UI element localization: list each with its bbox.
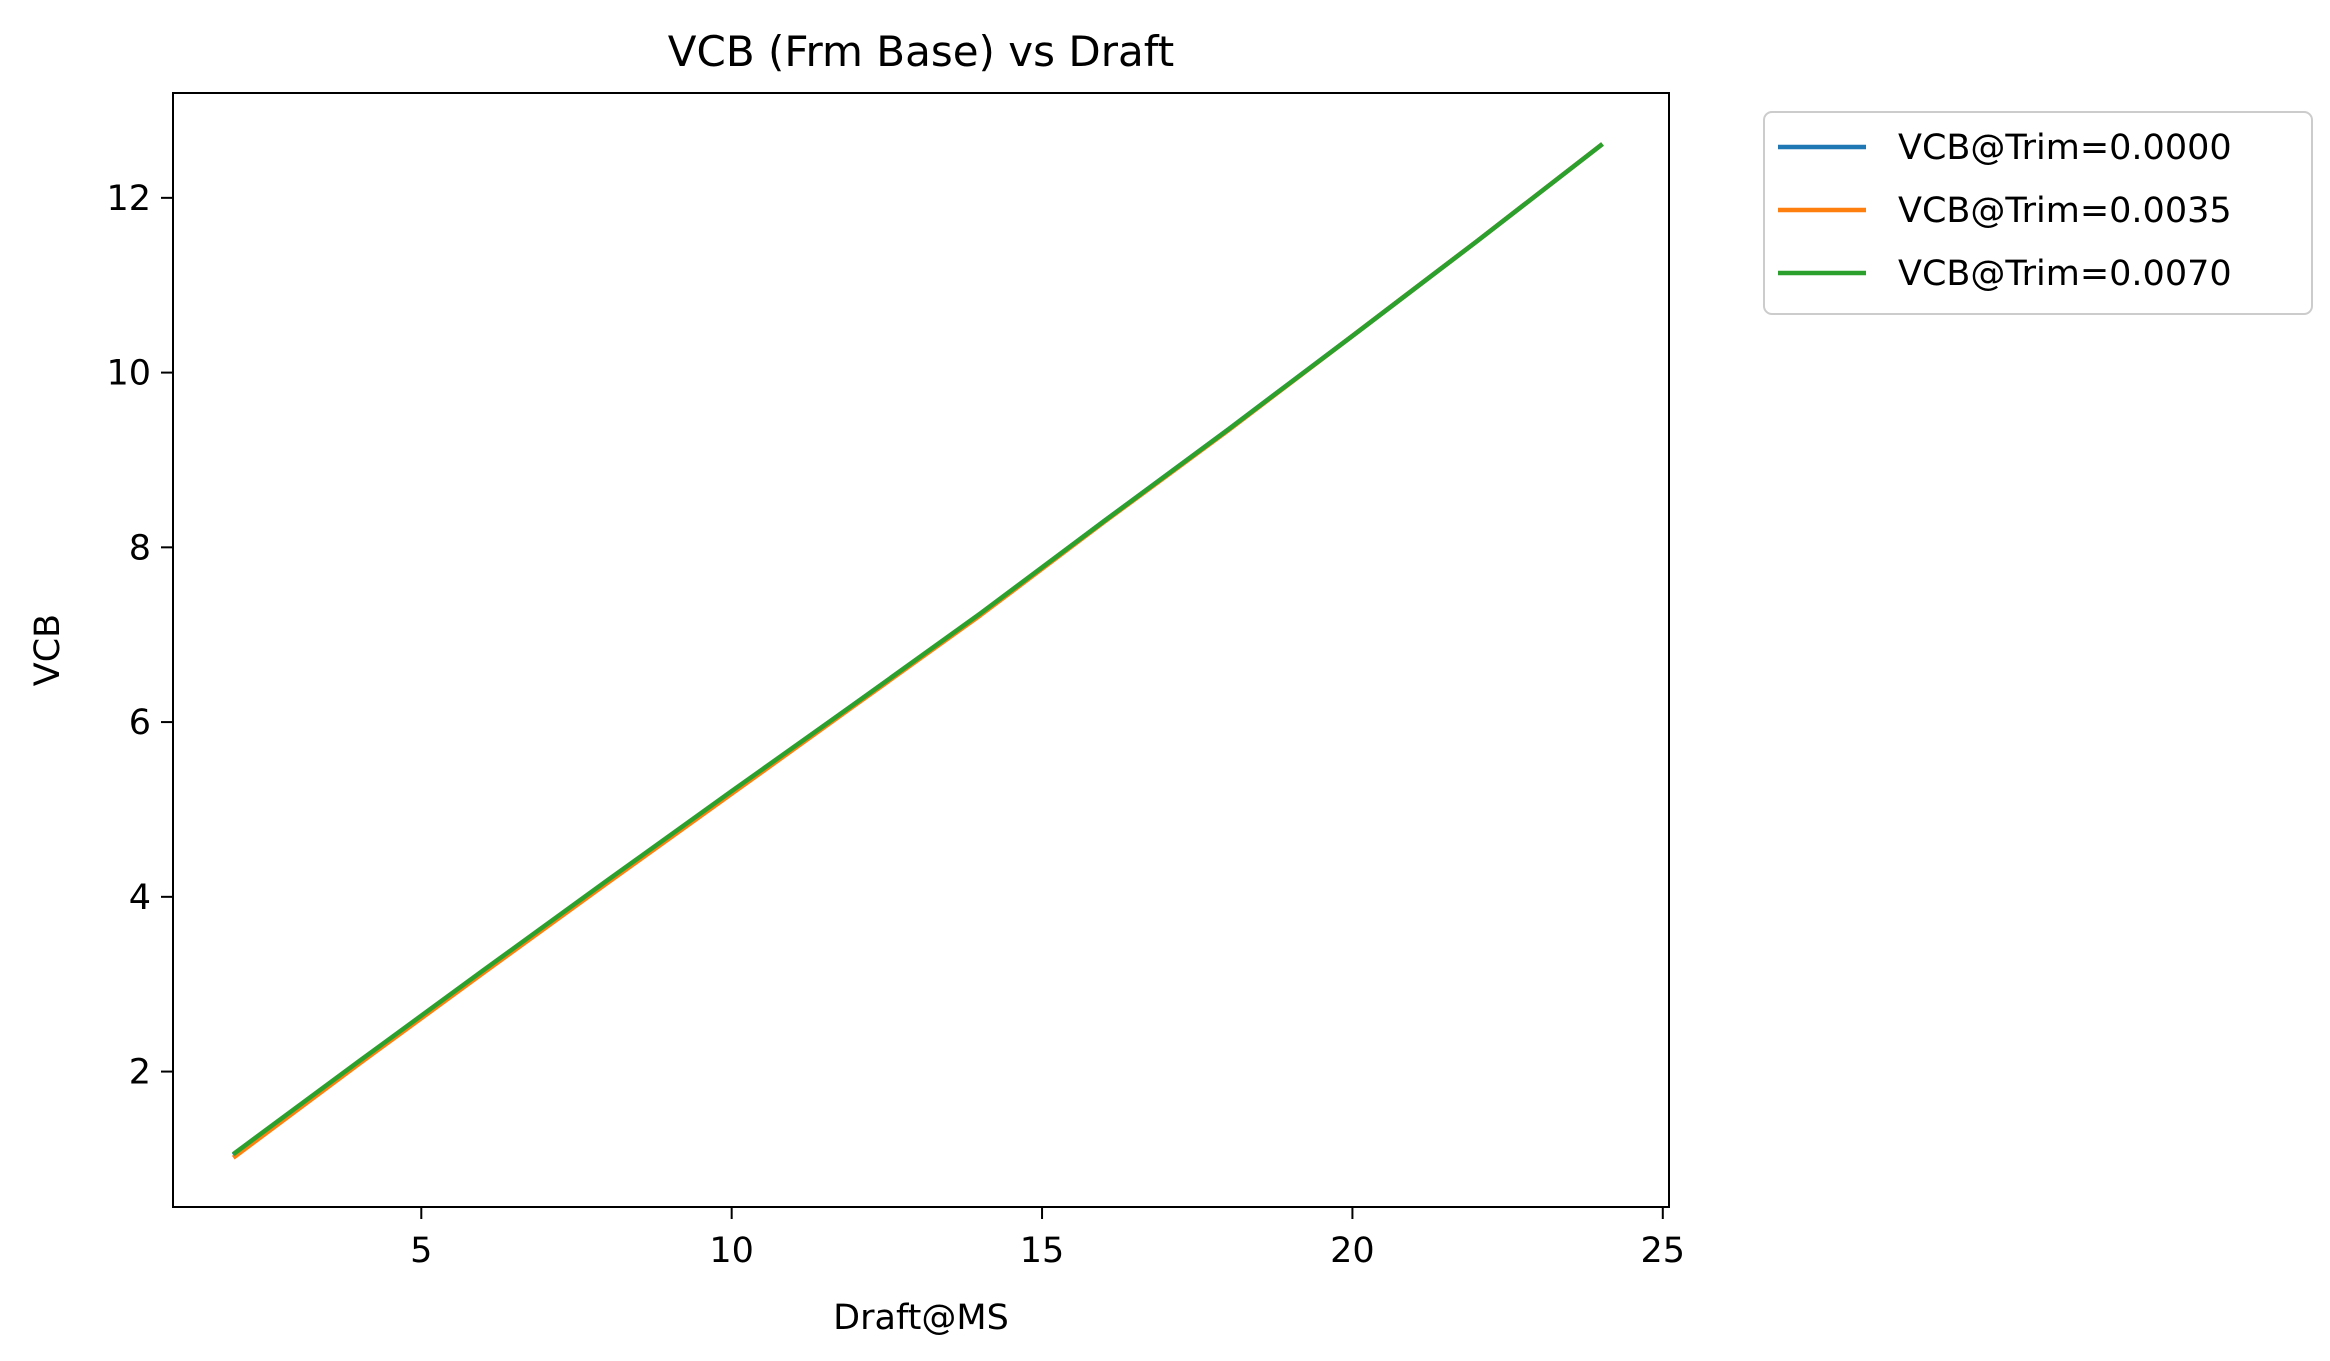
plot-area-frame bbox=[172, 92, 1670, 1208]
legend-items: VCB@Trim=0.0000 VCB@Trim=0.0035 VCB@Trim=0… bbox=[1778, 128, 2232, 294]
x-tick-label: 25 bbox=[1641, 1231, 1686, 1271]
x-tick-label: 15 bbox=[1020, 1231, 1065, 1271]
y-axis-ticks: 2 4 6 8 10 12 bbox=[106, 179, 173, 1093]
legend: VCB@Trim=0.0000 VCB@Trim=0.0035 VCB@Trim=0… bbox=[1763, 111, 2313, 315]
y-tick-label: 6 bbox=[129, 703, 151, 743]
x-tick-label: 5 bbox=[410, 1231, 432, 1271]
x-tick-label: 20 bbox=[1330, 1231, 1375, 1271]
y-tick-label: 8 bbox=[129, 528, 151, 568]
y-tick-label: 4 bbox=[129, 878, 151, 918]
legend-label-0: VCB@Trim=0.0000 bbox=[1898, 128, 2232, 168]
legend-label-2: VCB@Trim=0.0070 bbox=[1898, 254, 2232, 294]
legend-box bbox=[1763, 111, 2313, 315]
x-tick-label: 10 bbox=[709, 1231, 754, 1271]
x-axis-ticks: 5 10 15 20 25 bbox=[410, 1207, 1685, 1271]
legend-label-1: VCB@Trim=0.0035 bbox=[1898, 191, 2232, 231]
y-tick-label: 10 bbox=[106, 354, 151, 394]
series-layer bbox=[231, 142, 1604, 1160]
y-tick-label: 12 bbox=[106, 179, 151, 219]
series-line-2 bbox=[231, 142, 1604, 1156]
y-axis-title: VCB bbox=[28, 614, 68, 686]
x-axis-title: Draft@MS bbox=[833, 1298, 1009, 1338]
chart-title: VCB (Frm Base) vs Draft bbox=[668, 27, 1174, 76]
y-tick-label: 2 bbox=[129, 1053, 151, 1093]
